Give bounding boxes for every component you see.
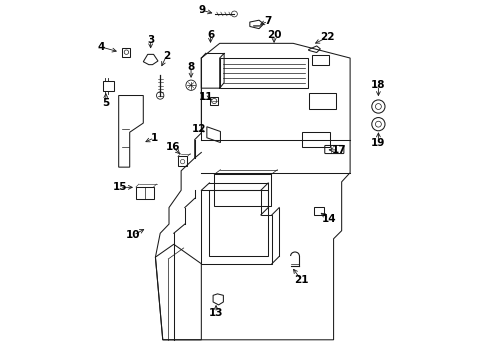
Text: 16: 16 [165, 142, 180, 152]
Text: 8: 8 [187, 62, 194, 72]
Bar [178, 157, 187, 166]
Text: 22: 22 [319, 32, 333, 42]
Text: 17: 17 [331, 145, 346, 155]
Bar [308, 93, 335, 109]
Text: 3: 3 [147, 35, 154, 45]
Text: 6: 6 [206, 30, 214, 40]
Text: 12: 12 [192, 123, 206, 134]
Bar [122, 49, 130, 57]
Text: 19: 19 [370, 138, 385, 148]
Bar [136, 187, 153, 199]
Text: 11: 11 [198, 93, 213, 102]
Bar [312, 55, 328, 66]
Bar [313, 207, 324, 215]
Text: 4: 4 [98, 42, 105, 52]
Text: 10: 10 [126, 230, 141, 240]
Text: 15: 15 [112, 183, 127, 192]
Bar [214, 175, 270, 206]
Text: 2: 2 [163, 51, 170, 61]
Text: 7: 7 [264, 16, 271, 26]
Bar [210, 97, 218, 105]
Text: 9: 9 [198, 5, 205, 15]
Text: 14: 14 [321, 213, 336, 224]
Bar [302, 132, 329, 147]
Text: 21: 21 [293, 275, 308, 285]
Text: 20: 20 [266, 30, 281, 40]
Text: 5: 5 [102, 98, 109, 108]
Text: 18: 18 [370, 80, 385, 90]
Text: 13: 13 [208, 308, 223, 318]
Bar [102, 81, 114, 91]
Text: 1: 1 [150, 133, 158, 143]
Bar [209, 190, 267, 256]
